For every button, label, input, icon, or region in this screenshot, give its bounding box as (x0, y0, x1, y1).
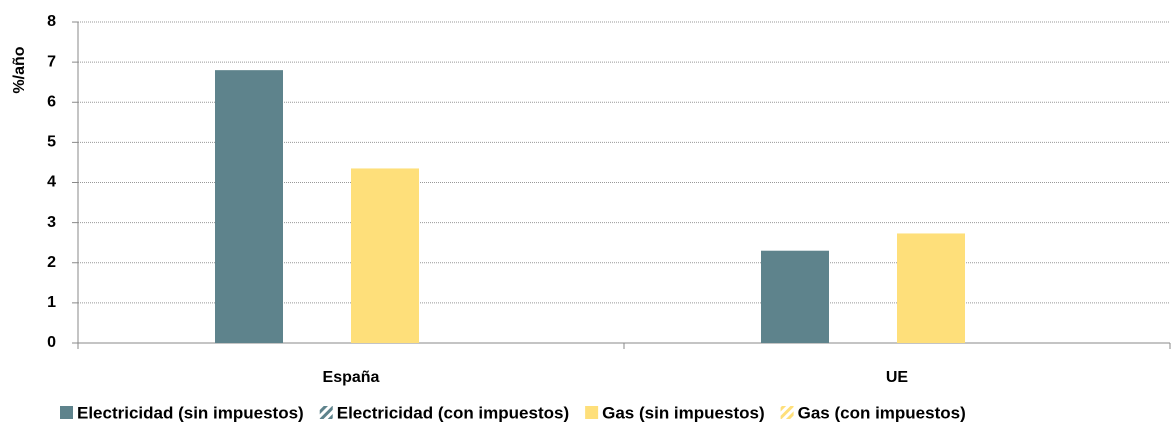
legend-label: Electricidad (con impuestos) (337, 403, 569, 422)
legend-swatch (780, 406, 794, 419)
legend-swatch (319, 406, 333, 419)
y-tick-label: 5 (47, 134, 56, 151)
bar (351, 168, 419, 343)
x-tick-label: UE (886, 369, 909, 386)
legend-swatch (585, 406, 599, 419)
y-tick-label: 4 (47, 174, 56, 191)
y-tick-label: 0 (47, 334, 56, 351)
y-tick-label: 8 (47, 13, 56, 30)
y-tick-label: 2 (47, 254, 56, 271)
y-tick-label: 7 (47, 53, 56, 70)
y-tick-label: 6 (47, 93, 56, 110)
legend-label: Gas (con impuestos) (798, 403, 966, 422)
bar (215, 70, 283, 344)
legend-label: Electricidad (sin impuestos) (77, 403, 304, 422)
y-axis-label: %/año (11, 46, 28, 93)
bar (897, 233, 965, 343)
legend-label: Gas (sin impuestos) (602, 403, 764, 422)
y-tick-label: 1 (47, 294, 56, 311)
y-tick-label: 3 (47, 214, 56, 231)
bar (761, 250, 829, 343)
legend-swatch (60, 406, 73, 419)
x-tick-label: España (323, 369, 380, 386)
